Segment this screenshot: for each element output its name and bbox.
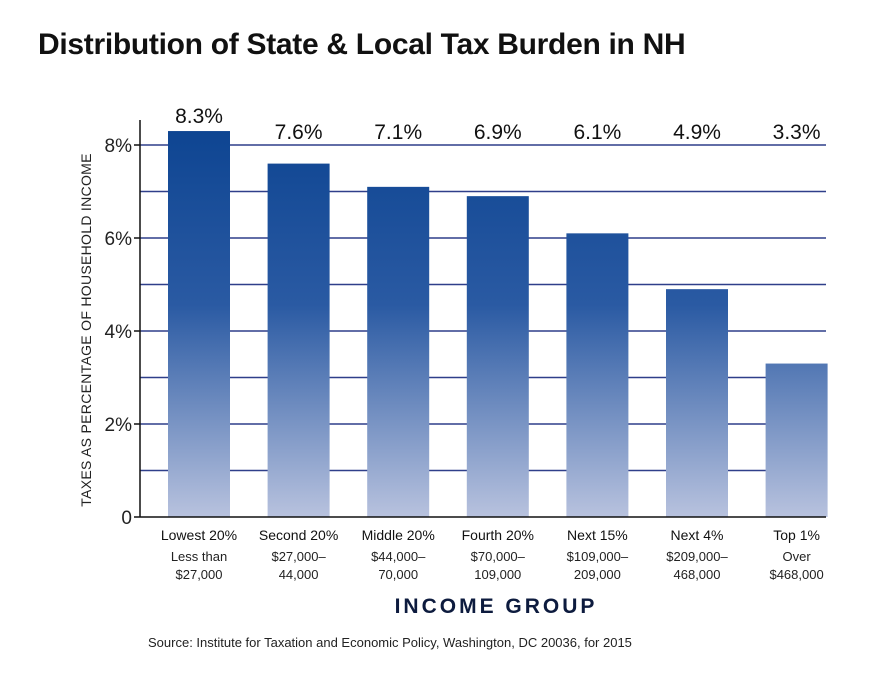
y-tick-label: 2% — [105, 415, 133, 436]
bar — [765, 363, 828, 517]
axes: 0 2% 4% 6% 8% — [105, 120, 826, 529]
bar — [566, 233, 629, 517]
y-axis-label: TAXES AS PERCENTAGE OF HOUSEHOLD INCOME — [78, 153, 94, 506]
category-sublabel: 70,000 — [378, 567, 418, 582]
category-sublabel: 468,000 — [674, 567, 721, 582]
data-label: 6.1% — [573, 121, 621, 144]
category-sublabel: 109,000 — [474, 567, 521, 582]
bar — [168, 131, 230, 518]
category-sublabel: $27,000– — [271, 549, 326, 564]
bar — [367, 186, 430, 517]
category-sublabel: $109,000– — [567, 549, 629, 564]
chart-title: Distribution of State & Local Tax Burden… — [38, 28, 686, 61]
category-label: Middle 20% — [362, 527, 435, 543]
y-tick-label: 4% — [105, 322, 133, 343]
y-tick-label: 0 — [121, 508, 132, 529]
bar — [267, 163, 330, 517]
category-sublabel: $70,000– — [471, 549, 526, 564]
bars — [168, 131, 828, 518]
category-sublabel: 44,000 — [279, 567, 319, 582]
y-tick-label: 8% — [105, 136, 133, 157]
category-label: Next 4% — [671, 527, 724, 543]
category-sublabel: Over — [783, 549, 812, 564]
data-label: 8.3% — [175, 105, 223, 128]
y-tick-label: 6% — [105, 229, 133, 250]
category-label: Lowest 20% — [161, 527, 237, 543]
category-label: Fourth 20% — [462, 527, 534, 543]
data-label: 7.6% — [275, 121, 323, 144]
category-label: Second 20% — [259, 527, 338, 543]
bar — [666, 289, 728, 517]
category-label: Top 1% — [773, 527, 820, 543]
category-sublabel: $27,000 — [176, 567, 223, 582]
source-note: Source: Institute for Taxation and Econo… — [148, 635, 632, 650]
category-sublabel: $209,000– — [666, 549, 728, 564]
x-axis-label: INCOME GROUP — [395, 595, 598, 618]
data-label: 6.9% — [474, 121, 522, 144]
bar — [466, 196, 529, 517]
category-sublabel: $468,000 — [769, 567, 823, 582]
data-label: 4.9% — [673, 121, 721, 144]
category-sublabel: $44,000– — [371, 549, 426, 564]
category-sublabel: 209,000 — [574, 567, 621, 582]
data-label: 7.1% — [374, 121, 422, 144]
category-label: Next 15% — [567, 527, 628, 543]
labels: 8.3% Lowest 20% Less than $27,000 7.6% Second… — [78, 105, 824, 618]
data-label: 3.3% — [773, 121, 821, 144]
category-sublabel: Less than — [171, 549, 227, 564]
